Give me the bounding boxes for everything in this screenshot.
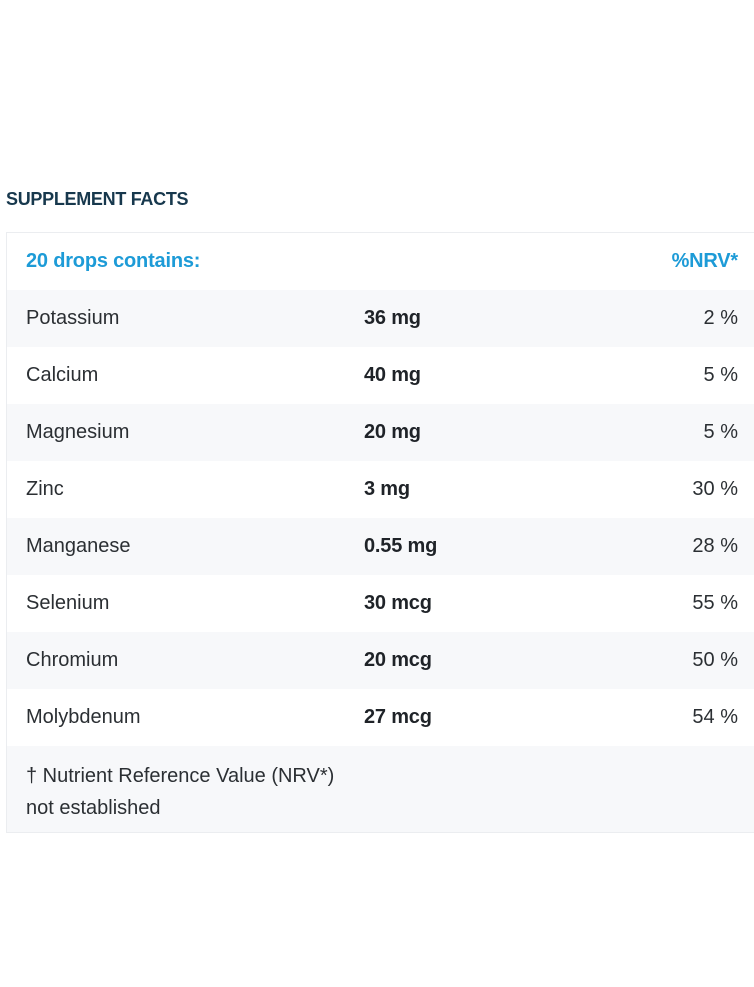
serving-size-label: 20 drops contains:	[26, 250, 201, 272]
table-header: 20 drops contains: %NRV*	[7, 233, 754, 290]
table-row: Molybdenum 27 mcg 54 %	[7, 689, 754, 746]
nutrient-name: Calcium	[26, 364, 99, 386]
nutrient-nrv: 54 %	[692, 706, 738, 728]
table-row: Chromium 20 mcg 50 %	[7, 632, 754, 689]
nutrient-amount: 30 mcg	[364, 592, 432, 614]
nutrient-name: Zinc	[26, 478, 64, 500]
nutrient-nrv: 5 %	[703, 421, 738, 443]
table-row: Manganese 0.55 mg 28 %	[7, 518, 754, 575]
table-row: Zinc 3 mg 30 %	[7, 461, 754, 518]
nutrient-amount: 0.55 mg	[364, 535, 438, 557]
nutrient-amount: 27 mcg	[364, 706, 432, 728]
nrv-footnote: † Nutrient Reference Value (NRV*) not es…	[7, 746, 367, 824]
table-row: Calcium 40 mg 5 %	[7, 347, 754, 404]
nutrient-nrv: 2 %	[703, 307, 738, 329]
nutrient-nrv: 30 %	[692, 478, 738, 500]
nutrient-name: Magnesium	[26, 421, 130, 443]
table-row: Potassium 36 mg 2 %	[7, 290, 754, 347]
supplement-facts-table: 20 drops contains: %NRV* Potassium 36 mg…	[6, 232, 754, 833]
nutrient-amount: 36 mg	[364, 307, 421, 329]
nutrient-amount: 40 mg	[364, 364, 421, 386]
section-title: SUPPLEMENT FACTS	[6, 189, 189, 209]
nutrient-name: Potassium	[26, 307, 120, 329]
nutrient-amount: 3 mg	[364, 478, 410, 500]
nutrient-nrv: 50 %	[692, 649, 738, 671]
nutrient-name: Manganese	[26, 535, 131, 557]
table-row: Magnesium 20 mg 5 %	[7, 404, 754, 461]
nutrient-name: Chromium	[26, 649, 119, 671]
nutrient-nrv: 5 %	[703, 364, 738, 386]
nutrient-name: Selenium	[26, 592, 110, 614]
nutrient-name: Molybdenum	[26, 706, 141, 728]
footnote-line: not established	[26, 797, 161, 819]
nutrient-amount: 20 mg	[364, 421, 421, 443]
nutrient-nrv: 28 %	[692, 535, 738, 557]
table-row: Selenium 30 mcg 55 %	[7, 575, 754, 632]
nrv-column-header: %NRV*	[671, 250, 739, 272]
footnote-line: † Nutrient Reference Value (NRV*)	[26, 765, 335, 787]
nutrient-amount: 20 mcg	[364, 649, 432, 671]
nutrient-nrv: 55 %	[692, 592, 738, 614]
